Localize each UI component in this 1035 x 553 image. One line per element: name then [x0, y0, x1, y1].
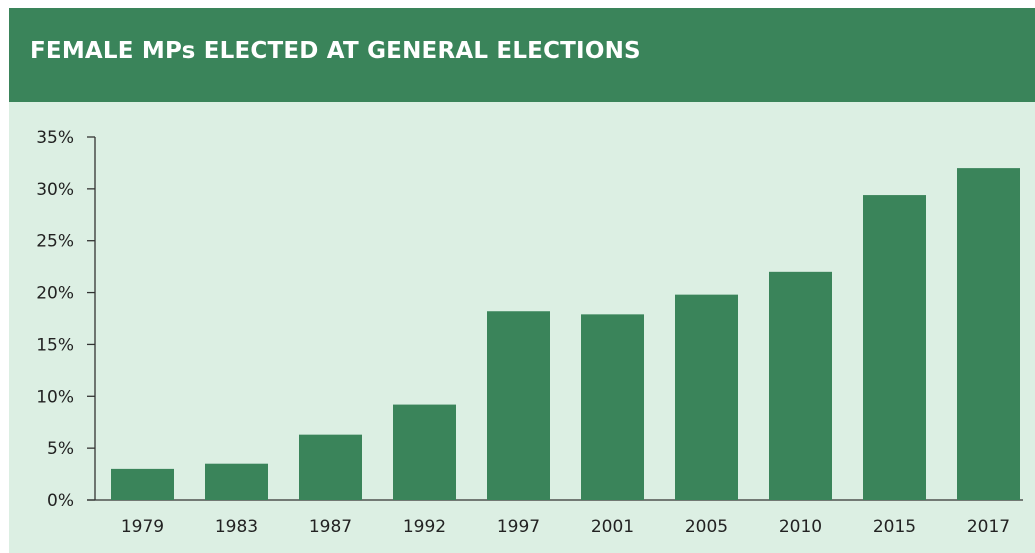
bar-1992 — [393, 404, 456, 500]
bar-1997 — [487, 311, 550, 500]
y-tick-label: 10% — [36, 387, 74, 407]
bar-1987 — [299, 434, 362, 500]
y-axis: 0% 5% 10% 15% 20% 25% 30% 35% — [36, 128, 96, 511]
y-tick-label: 5% — [47, 439, 74, 459]
y-tick-label: 0% — [47, 491, 74, 511]
x-tick-label: 1979 — [121, 517, 164, 537]
x-tick-label: 1997 — [497, 517, 540, 537]
x-tick-label: 2005 — [685, 517, 728, 537]
y-tick-label: 25% — [36, 232, 74, 252]
y-tick-label: 15% — [36, 335, 74, 355]
bar-2001 — [581, 314, 644, 500]
bar-2005 — [675, 294, 738, 500]
chart-header: FEMALE MPs ELECTED AT GENERAL ELECTIONS — [9, 8, 1035, 102]
y-tick-label: 35% — [36, 128, 74, 148]
bar-1983 — [205, 463, 268, 500]
x-axis: 1979 1983 1987 1992 1997 2001 2005 2010 2015 2017 — [87, 499, 1023, 537]
bar-2010 — [769, 271, 832, 500]
bar-2017 — [957, 168, 1020, 500]
chart-title: FEMALE MPs ELECTED AT GENERAL ELECTIONS — [30, 38, 641, 64]
x-tick-label: 1983 — [215, 517, 258, 537]
x-tick-label: 2015 — [873, 517, 916, 537]
bar-1979 — [111, 468, 174, 500]
x-tick-label: 2010 — [779, 517, 822, 537]
x-tick-label: 1992 — [403, 517, 446, 537]
x-tick-label: 2017 — [967, 517, 1010, 537]
y-tick-label: 30% — [36, 180, 74, 200]
x-tick-label: 1987 — [309, 517, 352, 537]
y-tick-label: 20% — [36, 284, 74, 304]
x-tick-label: 2001 — [591, 517, 634, 537]
bars — [111, 168, 1020, 500]
bar-2015 — [863, 195, 926, 500]
